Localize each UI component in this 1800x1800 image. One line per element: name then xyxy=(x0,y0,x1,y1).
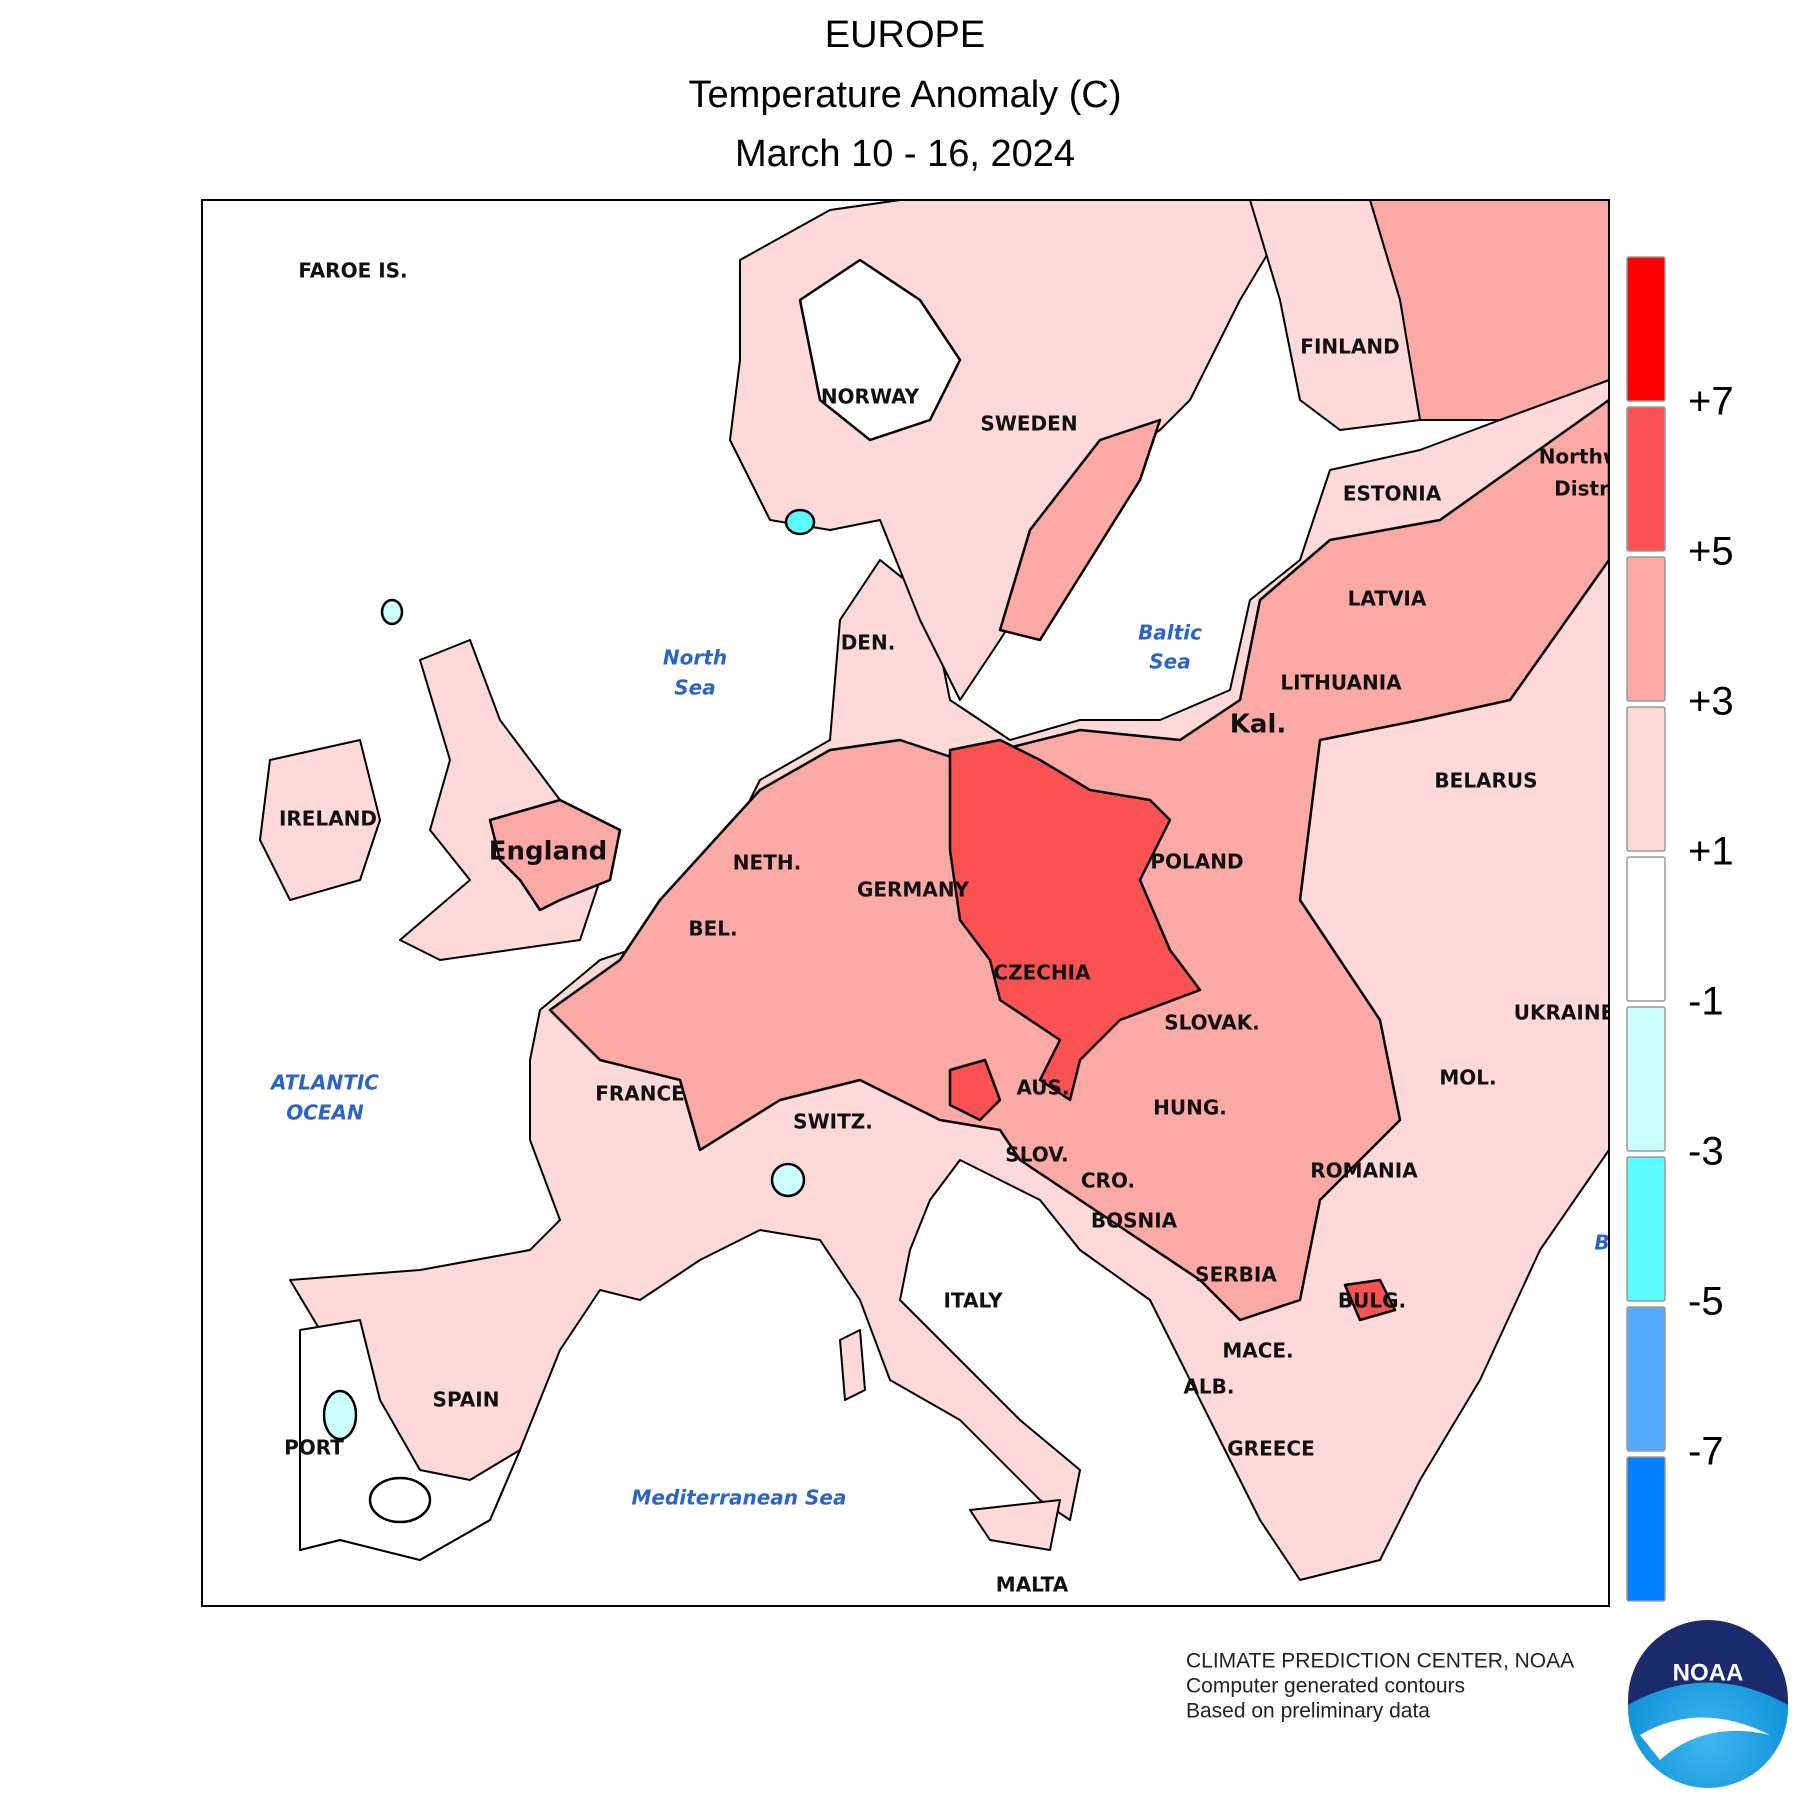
footer-line: Based on preliminary data xyxy=(1186,1700,1430,1723)
colorbar-label: +7 xyxy=(1688,380,1734,424)
colorbar-label: -7 xyxy=(1688,1430,1724,1474)
colorbar: +7 +5 +3 +1 -1 -3 -5 -7 xyxy=(1626,256,1734,1602)
map-label: ESTONIA xyxy=(1343,482,1442,506)
map-label: UKRAINE xyxy=(1514,1001,1614,1025)
map-label: Sea xyxy=(674,676,715,700)
ireland xyxy=(259,739,381,901)
map-label: BEL. xyxy=(688,917,737,941)
map-label: LATVIA xyxy=(1348,587,1427,611)
map-label: SERBIA xyxy=(1195,1263,1277,1287)
cold-spot xyxy=(784,508,816,536)
map-label: Sea xyxy=(1149,650,1190,674)
colorbar-label: +1 xyxy=(1688,830,1734,874)
map-label: IRELAND xyxy=(279,807,377,831)
map-label: AUS. xyxy=(1016,1076,1069,1100)
map-label: SWITZ. xyxy=(793,1110,873,1134)
map-label: BULG. xyxy=(1338,1289,1406,1313)
map-label: ROMANIA xyxy=(1310,1159,1418,1183)
logo-gull xyxy=(1640,1717,1770,1760)
map-label: FAROE IS. xyxy=(298,259,407,283)
map-label: GERMANY xyxy=(857,878,970,902)
map-label: HUNG. xyxy=(1153,1096,1227,1120)
norway-cold-area xyxy=(798,258,962,442)
colorbar-box xyxy=(1626,856,1666,1002)
colorbar-label: -1 xyxy=(1688,980,1724,1024)
cool-area xyxy=(368,1476,432,1524)
map-label: FRANCE xyxy=(595,1082,685,1106)
cold-spot xyxy=(322,1389,358,1441)
map-frame xyxy=(201,199,1610,1607)
logo-top xyxy=(1628,1620,1788,1705)
map-label: PORT xyxy=(284,1436,344,1460)
footer-line: Computer generated contours xyxy=(1186,1675,1465,1698)
colorbar-box xyxy=(1626,706,1666,852)
hot-poland-czechia xyxy=(948,738,1202,1102)
map-label: POLAND xyxy=(1150,850,1243,874)
warm-england xyxy=(488,798,622,912)
map-label: BELARUS xyxy=(1434,769,1537,793)
map-labels: FAROE IS. NORWAY SWEDEN FINLAND Northw Distri… xyxy=(269,259,1622,1597)
footer-line: CLIMATE PREDICTION CENTER, NOAA xyxy=(1186,1650,1574,1673)
map: FAROE IS. NORWAY SWEDEN FINLAND Northw Distri… xyxy=(202,200,1622,1606)
colorbar-box xyxy=(1626,556,1666,702)
map-label: SLOVAK. xyxy=(1164,1011,1260,1035)
map-label: SLOV. xyxy=(1005,1143,1068,1167)
hot-bulgaria xyxy=(1343,1278,1397,1322)
footer: CLIMATE PREDICTION CENTER, NOAAComputer … xyxy=(1186,1650,1574,1723)
period: March 10 - 16, 2024 xyxy=(735,133,1075,175)
map-label: DEN. xyxy=(841,631,896,655)
cold-spot xyxy=(770,1162,806,1198)
sicily xyxy=(969,1499,1061,1551)
map-label: NORWAY xyxy=(821,385,920,409)
map-label: Distri xyxy=(1554,477,1616,501)
map-label: Northw xyxy=(1539,445,1622,469)
colorbar-box xyxy=(1626,1306,1666,1452)
map-label: B xyxy=(1594,1231,1609,1255)
map-label: North xyxy=(663,646,727,670)
map-label: GREECE xyxy=(1227,1437,1314,1461)
map-label: Mediterranean Sea xyxy=(632,1486,847,1510)
hot-austria xyxy=(948,1058,1002,1122)
map-label: FINLAND xyxy=(1300,335,1399,359)
map-label: ATLANTIC xyxy=(269,1071,379,1095)
map-label: OCEAN xyxy=(286,1101,364,1125)
noaa-logo: NOAA xyxy=(1628,1620,1788,1788)
map-label: CZECHIA xyxy=(993,961,1091,985)
map-label: Baltic xyxy=(1138,621,1202,645)
finland xyxy=(1249,200,1421,431)
map-label: LITHUANIA xyxy=(1280,671,1402,695)
map-label: BOSNIA xyxy=(1091,1209,1178,1233)
map-label: NETH. xyxy=(733,851,801,875)
colorbar-box xyxy=(1626,256,1666,402)
warm-sweden xyxy=(998,418,1162,642)
map-label: MALTA xyxy=(996,1573,1069,1597)
colorbar-box xyxy=(1626,1156,1666,1302)
colorbar-box xyxy=(1626,1456,1666,1602)
map-label: CRO. xyxy=(1081,1169,1135,1193)
corsica xyxy=(839,1329,866,1401)
title: EUROPE xyxy=(825,14,985,56)
map-label: ALB. xyxy=(1183,1375,1234,1399)
map-label: MACE. xyxy=(1222,1339,1293,1363)
colorbar-box xyxy=(1626,1006,1666,1152)
map-label: SWEDEN xyxy=(980,412,1077,436)
logo-text: NOAA xyxy=(1673,1659,1744,1686)
iberia-west xyxy=(299,1319,521,1561)
colorbar-box xyxy=(1626,406,1666,552)
map-label: England xyxy=(489,837,607,867)
map-label: ITALY xyxy=(943,1289,1003,1313)
colorbar-label: -5 xyxy=(1688,1280,1724,1324)
colorbar-label: +3 xyxy=(1688,680,1734,724)
cold-spot xyxy=(380,598,404,626)
map-label: Kal. xyxy=(1230,710,1286,740)
map-label: SPAIN xyxy=(433,1388,500,1412)
colorbar-label: +5 xyxy=(1688,530,1734,574)
colorbar-label: -3 xyxy=(1688,1130,1724,1174)
subtitle: Temperature Anomaly (C) xyxy=(689,74,1122,116)
map-label: MOL. xyxy=(1439,1066,1496,1090)
